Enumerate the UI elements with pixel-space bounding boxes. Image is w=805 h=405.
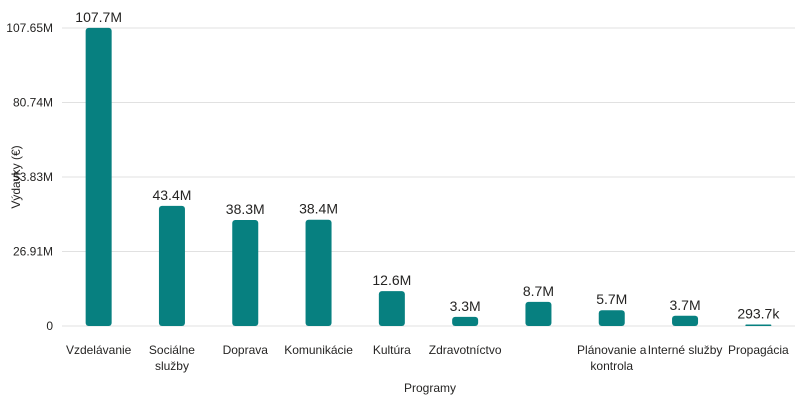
x-axis-title: Programy [404, 381, 456, 395]
x-tick-label: Kultúra [373, 343, 411, 357]
data-label: 293.7k [737, 306, 780, 322]
data-label: 43.4M [152, 187, 191, 203]
bar [745, 324, 772, 326]
bars [85, 27, 772, 327]
bar [158, 205, 185, 326]
bar [672, 315, 699, 326]
y-tick-label: 107.65M [6, 21, 53, 35]
x-tick-label: Zdravotníctvo [429, 343, 502, 357]
x-tick-label: kontrola [590, 359, 633, 373]
x-tick-label: Plánovanie a [577, 343, 647, 357]
y-tick-label: 53.83M [13, 170, 53, 184]
x-axis-ticks: Vzdelávanie Sociálne služby Doprava Komuniká… [66, 343, 789, 373]
x-tick-label: Komunikácie [284, 343, 353, 357]
bar [525, 301, 552, 326]
data-label: 38.4M [299, 201, 338, 217]
data-label: 8.7M [523, 283, 554, 299]
x-tick-label: Interné služby [648, 343, 723, 357]
y-tick-label: 0 [46, 319, 53, 333]
data-label: 38.3M [226, 201, 265, 217]
x-tick-label: Doprava [223, 343, 269, 357]
data-labels: 107.7M 43.4M 38.3M 38.4M 12.6M 3.3M 8.7M 5.7M 3.… [75, 9, 780, 322]
bar [378, 291, 405, 326]
bar [85, 27, 112, 327]
x-tick-label: Sociálne [149, 343, 195, 357]
bar [305, 219, 332, 326]
data-label: 5.7M [596, 291, 627, 307]
x-tick-label: služby [155, 359, 189, 373]
y-tick-label: 26.91M [13, 245, 53, 259]
x-tick-label: Propagácia [728, 343, 789, 357]
data-label: 3.7M [669, 297, 700, 313]
y-axis-ticks: 0 26.91M 53.83M 80.74M 107.65M [6, 21, 53, 333]
data-label: 3.3M [450, 298, 481, 314]
y-tick-label: 80.74M [13, 95, 53, 109]
data-label: 12.6M [372, 272, 411, 288]
bar [452, 316, 479, 326]
data-label: 107.7M [75, 9, 122, 25]
x-tick-label: Vzdelávanie [66, 343, 132, 357]
bar [598, 310, 625, 326]
bar [232, 219, 259, 326]
y-axis-title: Výdavky (€) [9, 145, 23, 208]
